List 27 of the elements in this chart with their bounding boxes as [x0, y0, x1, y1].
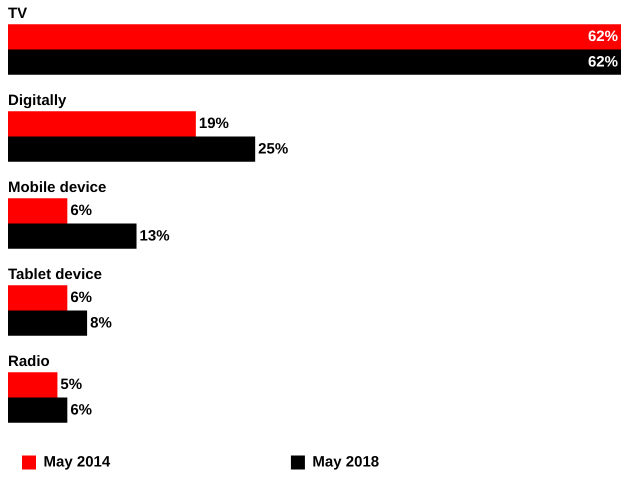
y-tick-label: Tablet device	[8, 266, 102, 283]
bar	[8, 310, 88, 336]
bar	[8, 136, 256, 162]
legend-label: May 2018	[312, 454, 546, 471]
data-label: 8%	[90, 314, 112, 332]
data-label: 13%	[140, 227, 170, 244]
data-label: 25%	[258, 140, 288, 158]
y-tick-label: Mobile device	[8, 178, 106, 196]
y-tick-label: TV	[8, 4, 28, 22]
data-label: 62%	[588, 53, 618, 70]
bar	[8, 50, 621, 75]
bar	[8, 198, 68, 224]
bar	[8, 398, 68, 423]
data-label: 5%	[60, 376, 82, 394]
y-tick-label: Digitally	[8, 92, 67, 109]
bar	[8, 285, 68, 310]
data-label: 6%	[70, 202, 92, 220]
bar	[8, 111, 196, 136]
data-label: 6%	[70, 289, 92, 306]
bar	[8, 24, 621, 50]
data-label: 62%	[588, 28, 618, 46]
y-tick-label: Radio	[8, 352, 50, 370]
bar	[8, 224, 137, 249]
data-label: 6%	[70, 401, 92, 418]
bar	[8, 372, 58, 398]
data-label: 19%	[198, 115, 229, 132]
legend-label: May 2014	[44, 454, 277, 471]
